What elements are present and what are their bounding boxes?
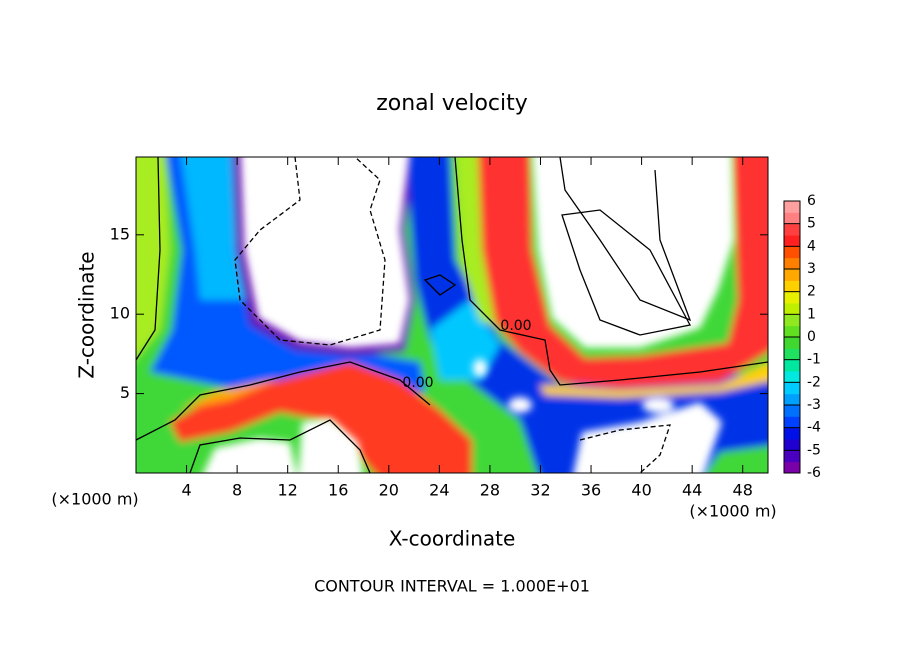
colorbar-cell [784,269,800,281]
colorbar-label: -3 [807,397,821,413]
x-tick-label: 24 [429,481,449,500]
colorbar-cell [784,235,800,247]
colorbar-label: 6 [807,193,816,209]
colorbar-cell [784,393,800,406]
x-unit-label: (×1000 m) [689,502,776,521]
colorbar-cell [784,257,800,270]
x-tick-label: 12 [278,481,298,500]
colorbar-cell [784,280,800,293]
colorbar-label: -5 [807,442,821,458]
colorbar-label: 1 [807,306,816,322]
x-tick-label: 40 [631,481,651,500]
x-tick-label: 36 [581,481,601,500]
colorbar-label: -2 [807,374,821,390]
colorbar-label: -1 [807,352,821,368]
colorbar-cell [784,461,800,474]
colorbar-label: 2 [807,284,816,300]
colorbar-label: -4 [807,420,821,436]
contour-label: 0.00 [402,375,433,391]
colorbar-cell [784,371,800,383]
colorbar-cell [784,348,800,361]
colorbar-cell [784,405,800,417]
x-tick-label: 16 [328,481,348,500]
colorbar-cell [784,246,800,259]
colorbar-label: 5 [807,216,816,232]
y-tick-label: 15 [110,224,130,243]
x-tick-label: 4 [181,481,191,500]
colorbar-cell [784,382,800,395]
colorbar-label: 4 [807,238,816,254]
x-tick-label: 28 [480,481,500,500]
colorbar-cell [784,359,800,372]
colorbar-cell [784,450,800,463]
colorbar-label: 3 [807,261,816,277]
plot-frame [135,156,769,474]
x-tick-label: 20 [379,481,399,500]
contour-lines [136,157,768,473]
contour-field [136,157,768,473]
x-tick-label: 8 [232,481,242,500]
colorbar-cell [784,439,800,451]
y-tick-label: 5 [120,383,130,402]
chart-title: zonal velocity [376,91,528,116]
colorbar-cell [784,314,800,327]
y-axis-label: Z-coordinate [75,251,99,378]
x-tick-label: 48 [733,481,753,500]
x-tick-label: 32 [530,481,550,500]
colorbar-cell [784,212,800,225]
colorbar-cell [784,337,800,349]
colorbar-cell [784,303,800,315]
colorbar-cell [784,223,800,236]
contour-label: 0.00 [500,318,531,334]
colorbar-cell [784,427,800,440]
y-unit-label: (×1000 m) [51,490,138,509]
colorbar-cell [784,201,800,213]
colorbar-cell [784,291,800,304]
y-tick-label: 10 [110,304,130,323]
colorbar-label: 0 [807,329,816,345]
footnote: CONTOUR INTERVAL = 1.000E+01 [314,577,590,596]
colorbar-cell [784,416,800,429]
x-axis-label: X-coordinate [389,527,516,551]
colorbar-cell [784,325,800,338]
colorbar-label: -6 [807,465,821,481]
x-tick-label: 44 [682,481,702,500]
